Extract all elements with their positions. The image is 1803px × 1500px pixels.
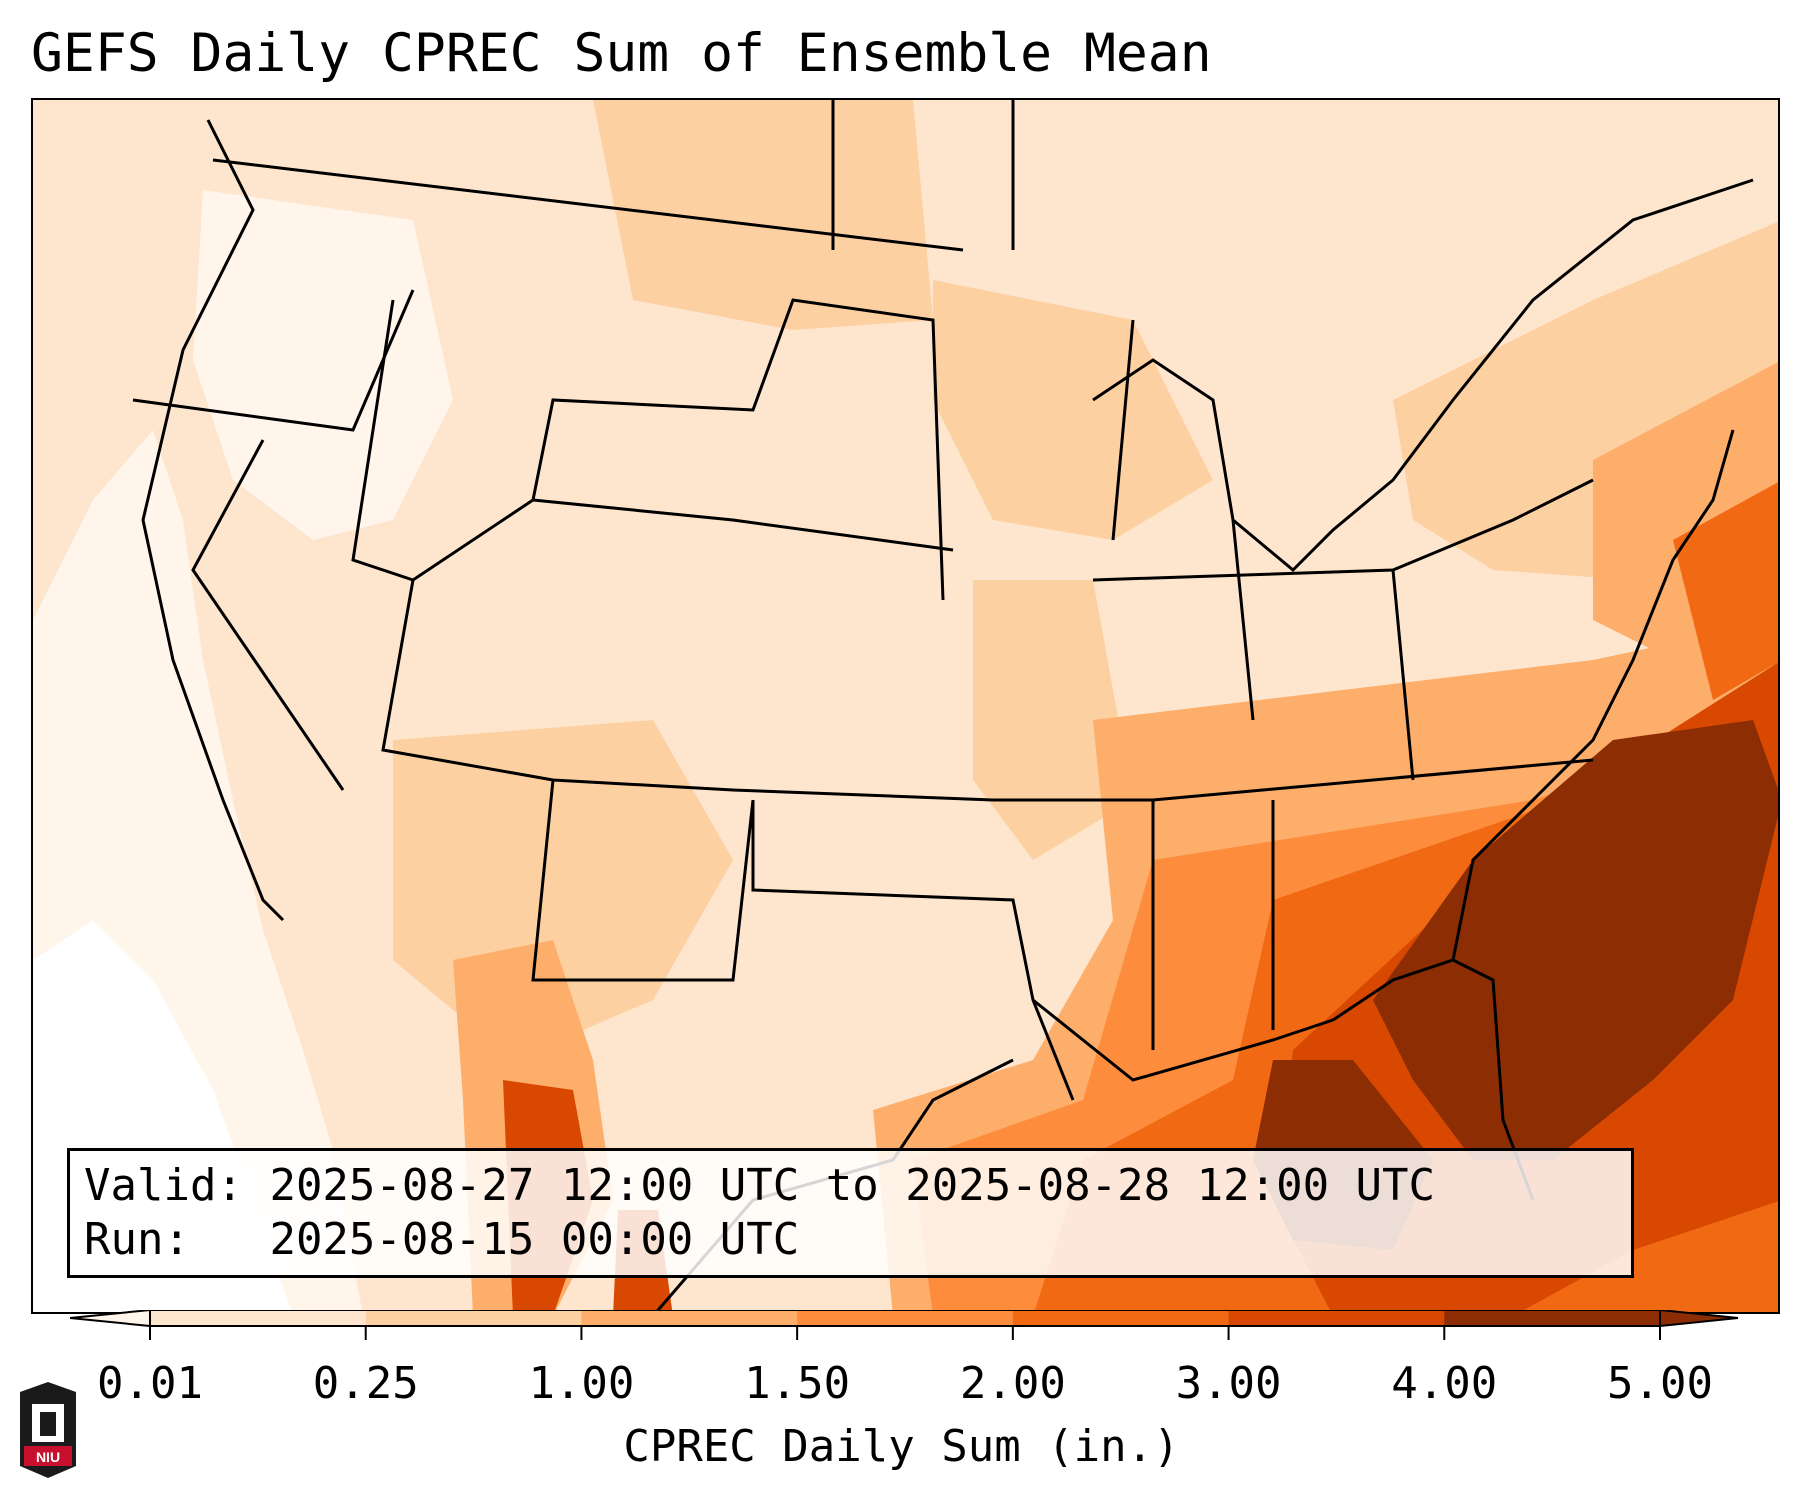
ozarks-region (973, 580, 1133, 860)
canada-border-west (212, 158, 964, 252)
colorbar-tick-label: 1.00 (528, 1358, 635, 1409)
offshore-northeast-region (1673, 482, 1778, 700)
run-value: 2025-08-15 00:00 UTC (269, 1214, 800, 1265)
colorbar-segment (1228, 1310, 1445, 1326)
atlantic-extreme-region (1373, 720, 1778, 1160)
northwest-dry-region (193, 190, 453, 540)
upper-midwest-region (933, 280, 1213, 540)
niu-logo-text: NIU (36, 1449, 60, 1465)
colorbar-segment (1012, 1310, 1230, 1326)
niu-logo-window (40, 1412, 56, 1436)
map-title: GEFS Daily CPREC Sum of Ensemble Mean (31, 23, 1212, 84)
colorbar-segment (797, 1310, 1014, 1326)
nm-border (531, 779, 755, 982)
map-canvas (33, 100, 1778, 1312)
colorbar-segments (150, 1310, 1661, 1326)
valid-label: Valid: (84, 1160, 243, 1211)
oh-pa-border (1092, 478, 1594, 582)
valid-value: 2025-08-27 12:00 UTC to 2025-08-28 12:00… (269, 1160, 1436, 1211)
state-boundaries (132, 100, 1754, 1312)
colorbar-tick-label: 0.25 (312, 1358, 419, 1409)
colorbar-tick-label: 5.00 (1607, 1358, 1713, 1409)
northern-plains-region (593, 100, 933, 330)
colorbar-ticks (149, 1326, 1661, 1340)
run-label: Run: (84, 1214, 190, 1265)
niu-logo-band (24, 1446, 72, 1466)
colorbar-lower-extension (70, 1310, 151, 1328)
colorbar-label: CPREC Daily Sum (in.) (623, 1421, 1180, 1472)
colorbar-tick-label: 1.50 (744, 1358, 851, 1409)
florida-outline (1332, 958, 1535, 1201)
colorbar-segment (150, 1310, 367, 1326)
valid-run-info-box: Valid: 2025-08-27 12:00 UTC to 2025-08-2… (67, 1148, 1634, 1278)
or-border (132, 289, 415, 432)
colorbar-segment (1444, 1310, 1661, 1326)
colorbar-segment (581, 1310, 798, 1326)
ok-tx-border (751, 800, 1075, 1101)
precipitation-map (31, 98, 1780, 1314)
niu-logo: NIU (20, 1382, 76, 1478)
colorbar-tick-label: 2.00 (959, 1358, 1066, 1409)
west-coast-line (141, 119, 285, 922)
colorbar-segment (365, 1310, 582, 1326)
colorbar-border (149, 1310, 1661, 1327)
colorbar (70, 1310, 1739, 1340)
colorbar-upper-extension (1659, 1310, 1739, 1328)
east-coast-line (1451, 429, 1735, 961)
colorbar-tick-label: 3.00 (1175, 1358, 1282, 1409)
central-border-2 (532, 498, 954, 552)
colorbar-tick-label: 4.00 (1391, 1358, 1498, 1409)
colorbar-tick-label: 0.01 (97, 1358, 203, 1409)
great-lakes-line (1092, 178, 1754, 573)
misc-state-lines (831, 100, 1415, 1050)
gulf-coast-west (1032, 998, 1334, 1082)
nv-border (191, 439, 345, 791)
interior-borders (351, 298, 945, 601)
